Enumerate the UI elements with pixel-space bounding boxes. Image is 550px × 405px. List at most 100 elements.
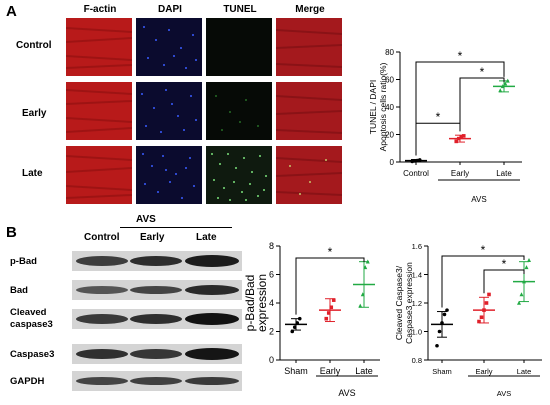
micrograph-control-factin — [66, 18, 132, 76]
y-tick-label: 1.0 — [412, 328, 422, 337]
data-point — [440, 321, 444, 325]
lane-header-late: Late — [196, 232, 217, 243]
y-tick-label: 4 — [269, 298, 274, 308]
significance-star: * — [458, 49, 463, 63]
y-axis-label: Apoptosis cells ratio(%) — [378, 62, 388, 151]
micrograph-early-factin — [66, 82, 132, 140]
data-point — [517, 300, 521, 305]
micrograph-late-merge — [276, 146, 342, 204]
data-point — [445, 308, 449, 312]
x-tick-label: Late — [496, 169, 512, 178]
data-point — [477, 319, 481, 324]
chart-tunel-ratio: 0 20 40 60 80 TUNEL / DAPI Apoptosis cells rat… — [368, 48, 522, 204]
data-point — [459, 135, 464, 140]
panel-letter-b: B — [6, 224, 17, 241]
micrograph-early-dapi — [136, 82, 202, 140]
column-header-factin: F-actin — [83, 4, 117, 15]
avs-group-header: AVS — [136, 214, 156, 225]
row-label-late: Late — [22, 168, 43, 179]
significance-bracket — [295, 257, 365, 315]
micrograph-grid — [66, 18, 346, 208]
lane-header-early: Early — [140, 232, 165, 243]
micrograph-control-tunel — [206, 18, 272, 76]
data-point — [331, 298, 336, 302]
data-point — [326, 311, 331, 315]
group-label: AVS — [471, 195, 486, 204]
y-tick-label: 6 — [269, 270, 274, 280]
y-tick-label: 40 — [385, 103, 394, 112]
blot-strip-pbad — [72, 251, 242, 271]
data-point — [297, 316, 302, 321]
micrograph-early-tunel — [206, 82, 272, 140]
data-point — [290, 329, 295, 334]
data-point — [365, 259, 370, 264]
significance-star: * — [481, 243, 486, 257]
data-point — [454, 139, 459, 144]
data-point — [329, 305, 334, 310]
micrograph-control-merge — [276, 18, 342, 76]
y-tick-label: 1.4 — [412, 271, 422, 280]
blot-label-caspase3: Caspase3 — [10, 349, 55, 360]
blot-label-cleaved-caspase3: Cleaved caspase3 — [10, 307, 53, 330]
data-point — [435, 343, 439, 348]
row-label-control: Control — [16, 40, 52, 51]
blot-label-bad: Bad — [10, 285, 28, 296]
significance-star: * — [480, 65, 485, 79]
data-point — [360, 292, 365, 297]
x-tick-label: Sham — [432, 367, 452, 376]
y-tick-label: 0 — [269, 355, 274, 365]
micrograph-control-dapi — [136, 18, 202, 76]
blot-label-gapdh: GAPDH — [10, 376, 45, 387]
data-point — [487, 292, 491, 297]
significance-bracket — [415, 61, 505, 156]
significance-bracket — [459, 77, 505, 132]
y-tick-label: 8 — [269, 241, 274, 251]
panel-letter-a: A — [6, 3, 17, 20]
blot-strip-gapdh — [72, 371, 242, 391]
data-point — [461, 134, 466, 138]
avs-group-line — [120, 227, 232, 228]
data-point — [437, 329, 442, 334]
column-header-merge: Merge — [295, 4, 325, 15]
y-axis-label: Cleaved Caspase3/ — [394, 265, 404, 340]
significance-star: * — [328, 245, 333, 259]
blot-strip-bad — [72, 280, 242, 300]
data-point — [482, 308, 486, 312]
group-label: AVS — [497, 389, 511, 398]
data-point — [417, 158, 422, 162]
y-tick-label: 2 — [269, 327, 274, 337]
x-tick-label: Control — [403, 169, 429, 178]
x-tick-label: Early — [451, 169, 469, 178]
micrograph-late-tunel — [206, 146, 272, 204]
y-tick-label: 1.2 — [412, 299, 422, 308]
significance-bracket — [415, 122, 461, 156]
x-tick-label: Late — [355, 366, 373, 376]
significance-star: * — [436, 110, 441, 124]
blot-strip-cleaved-caspase3 — [72, 309, 242, 329]
x-tick-label: Late — [517, 367, 532, 376]
y-tick-label: 0.8 — [412, 356, 422, 365]
x-tick-label: Early — [475, 367, 492, 376]
chart-cleaved-caspase3: 0.8 1.0 1.2 1.4 1.6 Cleaved Caspase3/Caspase3… — [394, 242, 542, 398]
micrograph-late-factin — [66, 146, 132, 204]
y-tick-label: 1.6 — [412, 242, 422, 251]
data-point — [456, 136, 461, 141]
data-point — [295, 321, 300, 325]
group-label: AVS — [338, 388, 355, 398]
micrograph-early-merge — [276, 82, 342, 140]
data-point — [505, 78, 510, 83]
data-point — [363, 265, 368, 270]
data-point — [479, 315, 484, 320]
data-point — [500, 84, 505, 89]
data-point — [484, 301, 489, 305]
lane-header-control: Control — [84, 232, 120, 243]
y-axis-label: Caspase3 expression — [404, 262, 414, 344]
data-point — [524, 265, 529, 270]
row-label-early: Early — [22, 108, 47, 119]
data-point — [522, 279, 526, 284]
data-point — [442, 312, 447, 317]
y-tick-label: 20 — [385, 131, 394, 140]
y-tick-label: 60 — [385, 76, 394, 85]
y-tick-label: 80 — [385, 48, 394, 57]
